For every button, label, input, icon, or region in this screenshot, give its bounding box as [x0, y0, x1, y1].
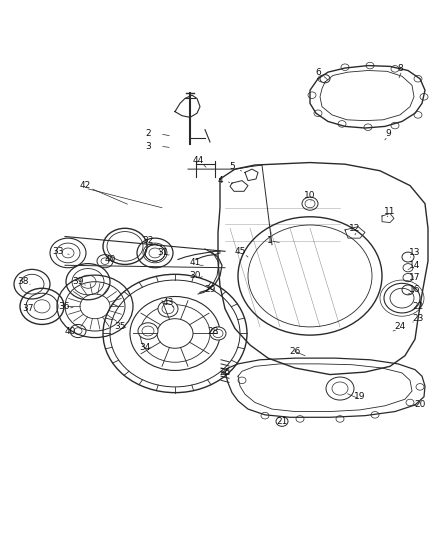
Text: 33: 33 — [52, 247, 64, 256]
Text: 6: 6 — [315, 68, 321, 77]
Ellipse shape — [138, 323, 158, 339]
Text: 37: 37 — [22, 304, 34, 313]
Text: 11: 11 — [384, 207, 396, 216]
Text: 25: 25 — [219, 368, 231, 377]
Ellipse shape — [414, 76, 422, 82]
Text: 8: 8 — [397, 63, 403, 72]
Text: 42: 42 — [79, 181, 91, 190]
Text: 44: 44 — [192, 156, 204, 165]
Text: 35: 35 — [114, 322, 126, 332]
Text: 20: 20 — [414, 400, 426, 409]
Text: 45: 45 — [234, 247, 246, 256]
Ellipse shape — [406, 399, 414, 406]
Text: 2: 2 — [145, 130, 151, 138]
Text: 4: 4 — [217, 176, 223, 185]
Text: 13: 13 — [409, 248, 421, 257]
Ellipse shape — [391, 122, 399, 129]
Text: 17: 17 — [409, 273, 421, 282]
Ellipse shape — [336, 416, 344, 422]
Ellipse shape — [276, 416, 288, 426]
Ellipse shape — [364, 124, 372, 131]
Ellipse shape — [302, 197, 318, 210]
Ellipse shape — [341, 64, 349, 70]
Text: 28: 28 — [207, 327, 219, 335]
Ellipse shape — [318, 76, 326, 82]
Text: 24: 24 — [394, 322, 406, 332]
Ellipse shape — [314, 110, 322, 117]
Text: 39: 39 — [72, 277, 84, 286]
Ellipse shape — [320, 75, 330, 83]
Ellipse shape — [414, 111, 422, 118]
Text: 38: 38 — [17, 277, 29, 286]
Text: 32: 32 — [142, 236, 154, 245]
Text: 40: 40 — [104, 255, 116, 264]
Ellipse shape — [366, 62, 374, 69]
Ellipse shape — [326, 377, 354, 400]
Text: 34: 34 — [139, 343, 151, 352]
Text: 23: 23 — [412, 314, 424, 323]
Text: 29: 29 — [204, 285, 215, 294]
Text: 22: 22 — [412, 302, 424, 311]
Ellipse shape — [403, 264, 413, 272]
Ellipse shape — [296, 416, 304, 422]
Ellipse shape — [391, 66, 399, 72]
Ellipse shape — [338, 120, 346, 127]
Ellipse shape — [371, 411, 379, 418]
Text: 30: 30 — [189, 271, 201, 280]
Text: 12: 12 — [350, 224, 360, 233]
Ellipse shape — [210, 327, 226, 340]
Text: 26: 26 — [290, 347, 301, 356]
Text: 19: 19 — [354, 392, 366, 401]
Text: 10: 10 — [304, 191, 316, 200]
Text: 14: 14 — [410, 261, 420, 270]
Text: 16: 16 — [409, 285, 421, 294]
Text: 31: 31 — [157, 248, 169, 257]
Text: 1: 1 — [267, 236, 273, 245]
Text: 3: 3 — [145, 142, 151, 151]
Ellipse shape — [402, 252, 414, 262]
Text: 21: 21 — [276, 417, 288, 426]
Text: 40: 40 — [64, 327, 76, 335]
Ellipse shape — [261, 413, 269, 419]
Ellipse shape — [420, 93, 428, 100]
Text: 41: 41 — [189, 259, 201, 268]
Text: 43: 43 — [162, 298, 174, 307]
Ellipse shape — [308, 92, 316, 99]
Ellipse shape — [416, 384, 424, 390]
Text: 9: 9 — [385, 130, 391, 138]
Text: 5: 5 — [229, 162, 235, 171]
Text: 36: 36 — [58, 302, 70, 311]
Ellipse shape — [158, 301, 178, 317]
Ellipse shape — [238, 377, 246, 384]
